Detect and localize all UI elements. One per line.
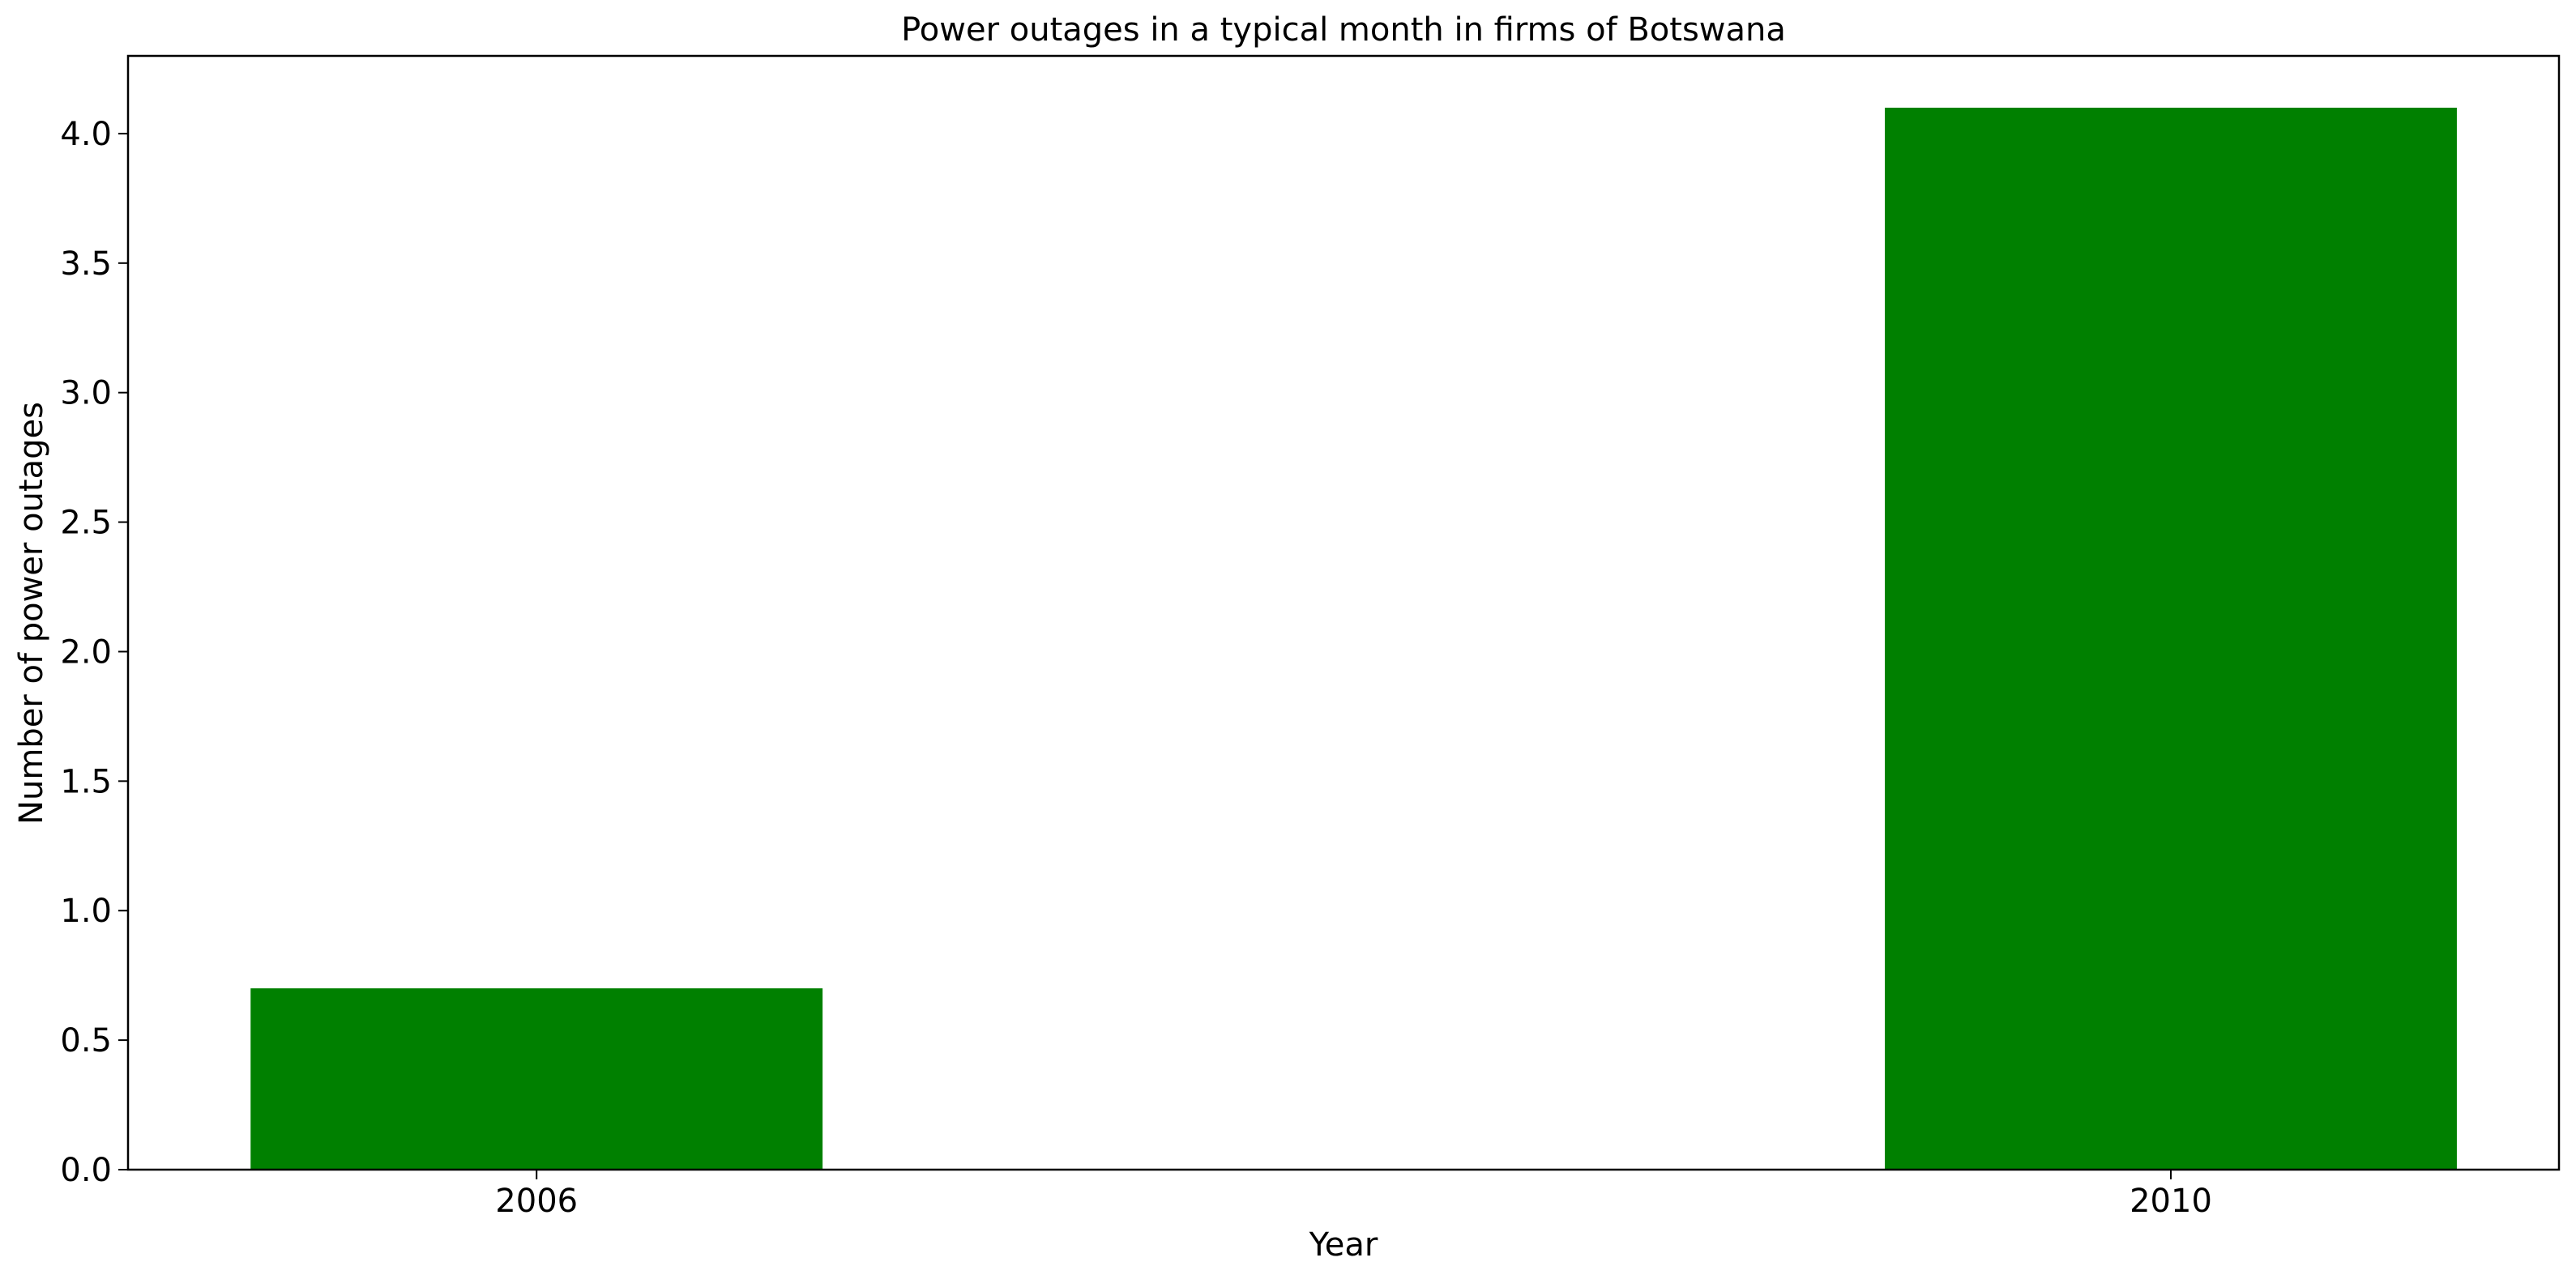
y-tick-label: 3.0 <box>60 375 112 412</box>
y-tick-label: 1.5 <box>60 763 112 800</box>
bar-2006 <box>250 988 823 1170</box>
x-tick-label: 2006 <box>495 1183 578 1220</box>
y-tick-label: 1.0 <box>60 893 112 930</box>
y-tick-label: 3.5 <box>60 245 112 283</box>
y-tick-label: 0.5 <box>60 1022 112 1059</box>
bars-group <box>250 107 2457 1170</box>
y-axis-label: Number of power outages <box>13 402 50 825</box>
y-tick-label: 2.5 <box>60 505 112 542</box>
y-tick-label: 2.0 <box>60 633 112 671</box>
bar-2010 <box>1885 107 2457 1170</box>
x-ticks-group: 2006 2010 <box>495 1170 2212 1220</box>
y-tick-label: 4.0 <box>60 116 112 153</box>
x-tick-label: 2010 <box>2130 1183 2212 1220</box>
y-ticks-group: 0.0 0.5 1.0 1.5 2.0 2.5 3.0 3.5 4.0 <box>60 116 128 1189</box>
chart-title: Power outages in a typical month in firm… <box>901 11 1786 49</box>
y-tick-label: 0.0 <box>60 1152 112 1189</box>
plot-frame <box>126 54 2561 1171</box>
x-axis-label: Year <box>1309 1226 1378 1264</box>
